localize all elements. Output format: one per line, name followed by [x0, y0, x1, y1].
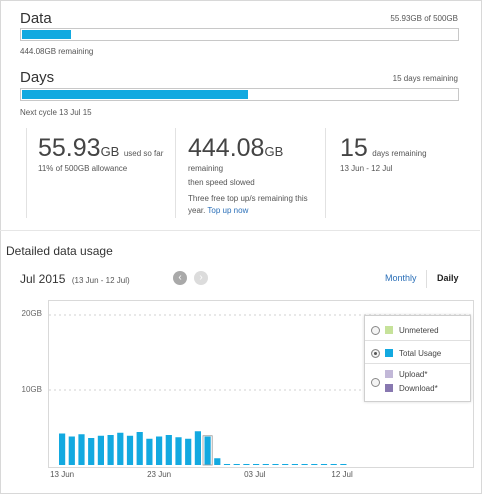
y-tick-label: 20GB — [21, 309, 42, 318]
usage-bar[interactable] — [117, 432, 124, 465]
usage-bar[interactable] — [68, 436, 75, 466]
usage-bar[interactable] — [136, 432, 143, 465]
legend-swatch — [385, 384, 393, 392]
days-progress-fill — [22, 90, 248, 99]
chart-legend: Unmetered Total Usage Upload* Download* — [364, 315, 471, 402]
usage-chart — [49, 314, 473, 466]
legend-radio-selected[interactable] — [371, 349, 380, 358]
period-label: Jul 2015 (13 Jun - 12 Jul) — [20, 270, 130, 288]
chevron-left-icon[interactable]: ‹ — [173, 271, 187, 285]
used-unit: GB — [100, 144, 120, 159]
x-tick-label: 12 Jul — [331, 470, 353, 479]
usage-bar[interactable] — [330, 464, 337, 465]
legend-label: Download* — [399, 384, 438, 393]
y-tick-label: 10GB — [21, 385, 42, 394]
usage-bar[interactable] — [311, 464, 318, 465]
tab-separator — [426, 270, 427, 288]
legend-label: Upload* — [399, 370, 428, 379]
legend-swatch — [385, 349, 393, 357]
usage-bar[interactable] — [175, 437, 182, 465]
usage-bar[interactable] — [253, 464, 260, 465]
top-up-note-text: Three free top up/s remaining this year. — [188, 194, 308, 215]
legend-radio[interactable] — [371, 378, 380, 387]
data-progress-bar — [20, 28, 459, 41]
remaining-value: 444.08 — [188, 134, 265, 162]
used-allowance-text: 11% of 500GB allowance — [38, 164, 128, 173]
usage-bar[interactable] — [194, 431, 201, 465]
usage-bar[interactable] — [107, 435, 114, 465]
usage-bar[interactable] — [97, 435, 104, 465]
daily-tab[interactable]: Daily — [437, 273, 459, 283]
days-suffix: days remaining — [372, 149, 427, 158]
days-progress-bar — [20, 88, 459, 101]
usage-bar[interactable] — [320, 464, 328, 465]
usage-bar[interactable] — [165, 435, 172, 465]
usage-bar[interactable] — [262, 464, 269, 465]
data-usage-text: 55.93GB of 500GB — [390, 14, 458, 23]
legend-item-upload-download[interactable]: Upload* Download* — [365, 365, 470, 399]
usage-bar[interactable] — [59, 433, 66, 466]
period-title: Jul 2015 — [20, 272, 66, 286]
remaining-unit: GB — [264, 144, 284, 159]
selected-day-highlight — [202, 435, 213, 466]
legend-item-total-usage[interactable]: Total Usage — [365, 342, 470, 364]
legend-swatch — [385, 370, 393, 378]
usage-bar[interactable] — [185, 438, 192, 465]
legend-item-unmetered[interactable]: Unmetered — [365, 319, 470, 341]
legend-radio[interactable] — [371, 326, 380, 335]
usage-bar[interactable] — [340, 464, 347, 465]
usage-bar[interactable] — [88, 438, 95, 465]
usage-bar[interactable] — [156, 436, 163, 466]
days-title: Days — [20, 69, 55, 86]
legend-label: Total Usage — [399, 349, 442, 358]
usage-bar[interactable] — [204, 436, 211, 466]
usage-bar[interactable] — [272, 464, 279, 465]
chevron-right-icon[interactable]: › — [194, 271, 208, 285]
top-up-link[interactable]: Top up now — [207, 206, 249, 215]
usage-bar[interactable] — [223, 464, 231, 465]
stats-separator — [175, 128, 176, 218]
remaining-label: remaining — [188, 164, 224, 173]
days-remaining-text: 15 days remaining — [392, 74, 458, 83]
usage-bar[interactable] — [282, 464, 289, 465]
remaining-stat: 444.08GB — [188, 134, 283, 163]
x-tick-label: 23 Jun — [147, 470, 172, 479]
stats-left-border — [26, 128, 27, 218]
used-value: 55.93 — [38, 134, 101, 162]
data-progress-fill — [22, 30, 71, 39]
usage-bar[interactable] — [243, 464, 250, 465]
period-range: (13 Jun - 12 Jul) — [71, 276, 130, 285]
data-remaining-text: 444.08GB remaining — [20, 47, 94, 56]
top-up-note: Three free top up/s remaining this year.… — [188, 193, 320, 217]
legend-label: Unmetered — [399, 326, 439, 335]
used-suffix: used so far — [123, 149, 164, 158]
speed-slowed-text: then speed slowed — [188, 178, 255, 187]
usage-bar[interactable] — [126, 435, 134, 465]
usage-bar[interactable] — [301, 464, 308, 465]
usage-bar[interactable] — [214, 458, 221, 465]
days-value: 15 — [340, 134, 368, 162]
usage-bar[interactable] — [233, 464, 240, 465]
stats-separator — [325, 128, 326, 218]
used-stat: 55.93GB used so far — [38, 134, 163, 163]
x-tick-label: 03 Jul — [244, 470, 266, 479]
days-stat: 15 days remaining — [340, 134, 427, 163]
data-title: Data — [20, 10, 52, 27]
x-tick-label: 13 Jun — [50, 470, 75, 479]
usage-bar[interactable] — [291, 464, 298, 465]
legend-separator — [365, 340, 470, 341]
usage-bar[interactable] — [146, 438, 153, 465]
monthly-tab[interactable]: Monthly — [385, 273, 417, 283]
next-cycle-text: Next cycle 13 Jul 15 — [20, 108, 92, 117]
legend-separator — [365, 363, 470, 364]
usage-bar[interactable] — [78, 434, 85, 465]
days-range-text: 13 Jun - 12 Jul — [340, 164, 393, 173]
detail-heading: Detailed data usage — [6, 244, 113, 258]
section-divider — [0, 230, 480, 231]
legend-swatch — [385, 326, 393, 334]
